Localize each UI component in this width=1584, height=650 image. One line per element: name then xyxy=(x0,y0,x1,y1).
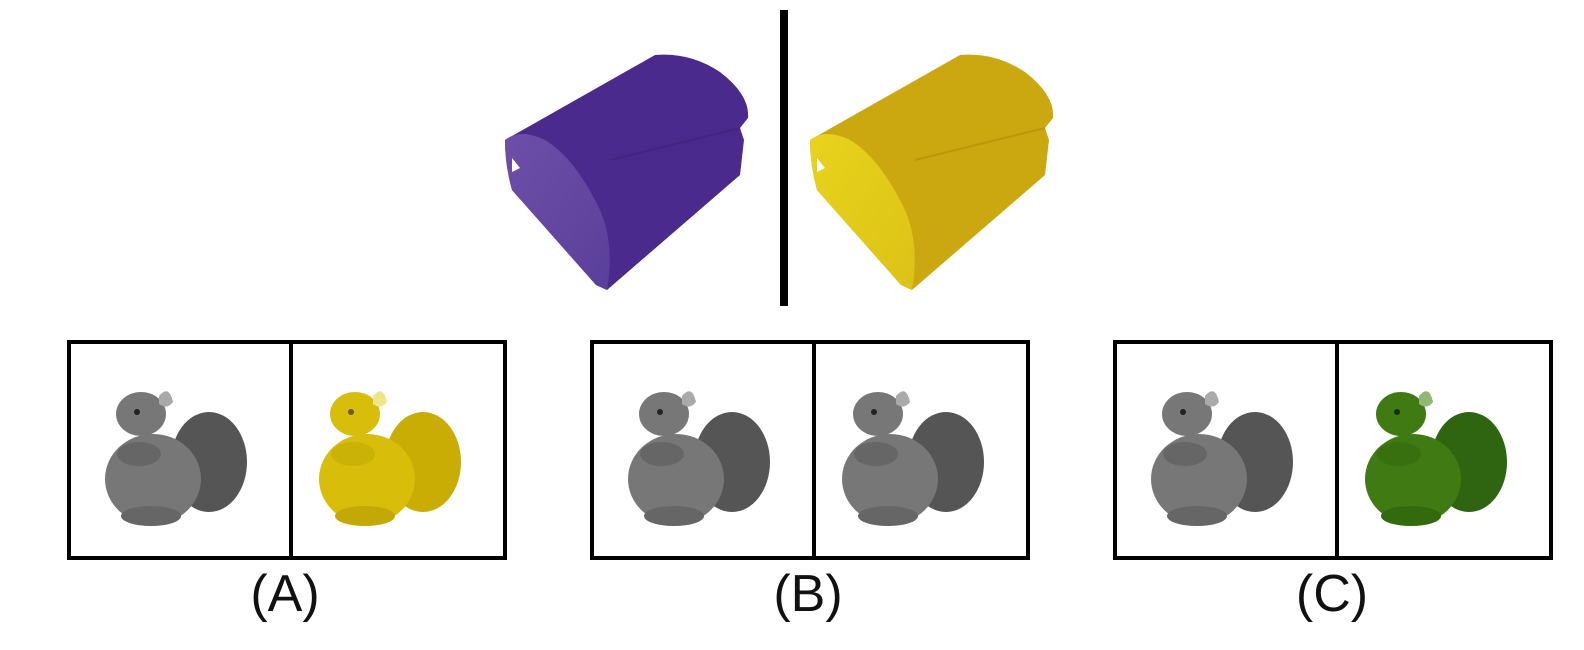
squirrel-plush-icon xyxy=(319,391,461,526)
option-a-label: (A) xyxy=(250,565,320,623)
squirrel-plush-icon xyxy=(1365,391,1507,526)
option-c-left-cell xyxy=(1117,344,1335,556)
option-b-divider xyxy=(812,344,816,556)
option-c-panel[interactable] xyxy=(1113,340,1553,560)
squirrel-plush-icon xyxy=(842,391,984,526)
option-b-panel[interactable] xyxy=(590,340,1030,560)
option-a-divider xyxy=(289,344,293,556)
option-b-right-cell xyxy=(816,344,1026,556)
example-separator xyxy=(780,10,788,306)
option-b-left-cell xyxy=(594,344,812,556)
option-c-right-cell xyxy=(1339,344,1549,556)
example-pair xyxy=(505,10,1054,306)
option-a-right-cell xyxy=(293,344,503,556)
purple-block-shape-icon xyxy=(505,54,749,290)
squirrel-plush-icon xyxy=(628,391,770,526)
option-c-label: (C) xyxy=(1295,565,1369,623)
option-a-panel[interactable] xyxy=(67,340,507,560)
option-a-left-cell xyxy=(71,344,289,556)
option-c-divider xyxy=(1335,344,1339,556)
squirrel-plush-icon xyxy=(105,391,247,526)
option-b-label: (B) xyxy=(773,565,843,623)
squirrel-plush-icon xyxy=(1151,391,1293,526)
yellow-block-shape-icon xyxy=(810,54,1054,290)
